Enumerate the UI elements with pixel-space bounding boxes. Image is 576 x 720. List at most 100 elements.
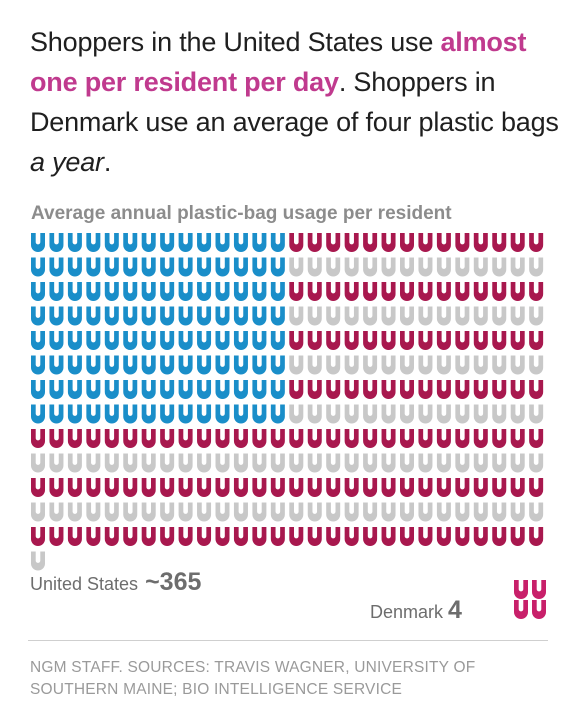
bag-icon-us xyxy=(252,527,267,546)
bag-icon-us xyxy=(123,331,138,351)
bag-icon-us xyxy=(215,478,230,497)
bag-icon-us xyxy=(455,233,470,252)
bag-icon-us xyxy=(473,233,488,252)
bag-icon-us xyxy=(418,502,433,522)
bag-icon-us xyxy=(381,404,396,424)
bag-icon-us xyxy=(178,502,193,522)
bag-icon-us xyxy=(233,233,248,252)
bag-icon-us xyxy=(197,282,212,301)
bag-icon-us xyxy=(233,355,248,375)
bag-icon-us xyxy=(529,429,544,448)
bag-icon-us xyxy=(141,282,156,301)
bag-icon-us xyxy=(529,331,544,351)
bag-icon-us xyxy=(233,478,248,497)
bag-icon-us xyxy=(344,282,359,301)
bag-icon-us xyxy=(67,404,82,424)
bag-icon-us xyxy=(307,355,322,375)
bag-icon-us xyxy=(104,404,119,424)
bag-icon-us xyxy=(233,331,248,351)
bag-icon-us xyxy=(307,502,322,522)
bag-icon-us xyxy=(510,478,525,497)
bag-icon-us xyxy=(400,306,414,326)
bag-icon-us xyxy=(86,502,101,522)
bag-icon-us xyxy=(86,355,101,375)
bag-icon-us xyxy=(252,502,267,522)
bag-icon-us xyxy=(510,380,525,400)
bag-icon-us xyxy=(67,331,82,351)
bag-icon-us xyxy=(381,282,396,301)
bag-icon-us xyxy=(473,380,488,400)
bag-icon-us xyxy=(270,257,285,277)
bag-icon-us xyxy=(123,282,138,301)
bag-icon-us xyxy=(381,257,396,277)
bag-icon-us xyxy=(123,257,138,277)
bag-icon-us xyxy=(363,429,378,448)
bag-icon-us xyxy=(363,331,378,351)
bag-icon-us xyxy=(381,233,396,252)
bag-icon-us xyxy=(510,233,525,252)
bag-icon-us xyxy=(160,380,175,400)
bag-icon-us xyxy=(86,380,101,400)
bag-icon-us xyxy=(178,331,193,351)
bag-icon-us xyxy=(141,478,156,497)
bag-icon-us xyxy=(270,331,285,351)
bag-icon-us xyxy=(400,478,414,497)
bag-icon-us xyxy=(49,331,64,351)
bag-icon-us xyxy=(178,527,193,546)
bag-icon-us xyxy=(31,331,45,350)
bag-icon-us xyxy=(529,478,544,497)
bag-icon-us xyxy=(67,380,82,400)
divider xyxy=(28,640,548,641)
bag-icon-us xyxy=(436,306,451,326)
bag-icon-us xyxy=(215,380,230,400)
bag-icon-us xyxy=(178,355,193,375)
bag-icon-us xyxy=(123,429,138,448)
bag-icon-us xyxy=(197,257,212,277)
bag-icon-us xyxy=(363,478,378,497)
bag-icon-us xyxy=(492,355,507,375)
bag-icon-us xyxy=(307,478,322,497)
bag-icon-us xyxy=(455,380,470,400)
bag-icon-us xyxy=(418,331,433,351)
bag-icon-us xyxy=(289,233,304,252)
bag-icon-us xyxy=(307,233,322,252)
bag-icon-us xyxy=(400,233,414,252)
bag-icon-us xyxy=(252,282,267,301)
bag-icon-us xyxy=(67,355,82,375)
bag-icon-us xyxy=(270,233,285,252)
bag-icon-us xyxy=(418,478,433,497)
bag-icon-us xyxy=(104,331,119,351)
bag-icon-us xyxy=(529,404,544,424)
bag-icon-us xyxy=(363,306,378,326)
bag-icon-us xyxy=(492,527,507,546)
bag-icon-us xyxy=(141,306,156,326)
bag-icon-us xyxy=(49,404,64,424)
bag-icon-us xyxy=(492,502,507,522)
bag-icon-us xyxy=(473,429,488,448)
bag-icon-us xyxy=(289,282,304,301)
bag-icon-us xyxy=(289,355,304,375)
bag-icon-us xyxy=(49,355,64,375)
bag-icon-us xyxy=(289,306,304,326)
bag-icon-us xyxy=(492,429,507,448)
bag-icon-us xyxy=(160,282,175,301)
bag-icon-us xyxy=(455,478,470,497)
bag-icon-us xyxy=(233,306,248,326)
bag-icon-us xyxy=(270,404,285,424)
bag-icon-us xyxy=(31,551,45,571)
bag-icon-us xyxy=(307,429,322,448)
bag-icon-us xyxy=(104,233,119,252)
bag-icon-us xyxy=(215,257,230,277)
bag-icon-us xyxy=(344,502,359,522)
bag-icon-us xyxy=(326,282,341,301)
bag-icon-us xyxy=(270,478,285,497)
bag-icon-us xyxy=(381,331,396,351)
bag-icon-us xyxy=(270,453,285,473)
bag-icon-us xyxy=(178,233,193,252)
bag-icon-us xyxy=(252,478,267,497)
bag-icon-us xyxy=(473,257,488,277)
bag-icon-us xyxy=(418,429,433,448)
bag-icon-us xyxy=(67,429,82,448)
bag-icon-us xyxy=(31,282,45,301)
bag-icon-us xyxy=(233,257,248,277)
